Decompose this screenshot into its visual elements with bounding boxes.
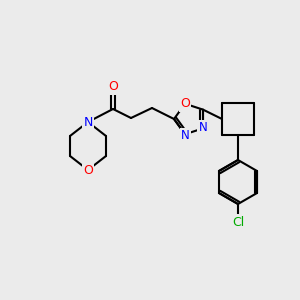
Text: N: N [199, 121, 207, 134]
Text: Cl: Cl [232, 215, 244, 229]
Text: N: N [181, 129, 189, 142]
Text: O: O [108, 80, 118, 94]
Text: O: O [180, 97, 190, 110]
Text: O: O [83, 164, 93, 176]
Text: N: N [83, 116, 93, 128]
